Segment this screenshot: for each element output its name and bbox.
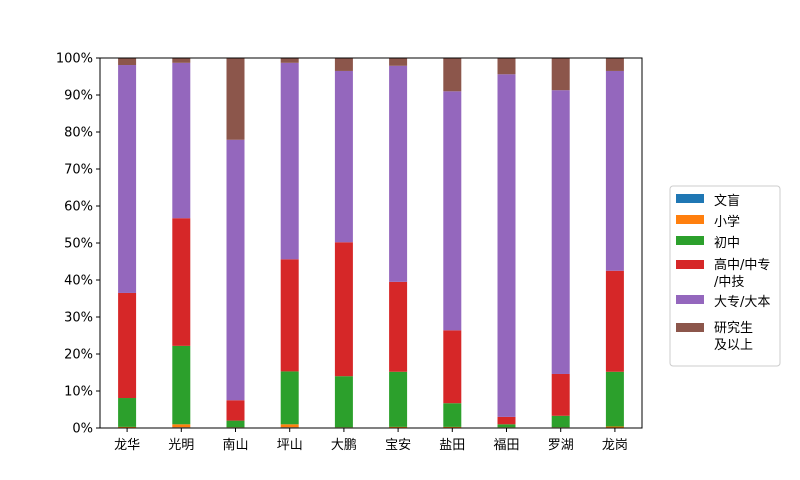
bar-segment (443, 426, 462, 428)
legend-label: /中技 (714, 275, 744, 290)
bar-segment (605, 371, 624, 427)
legend-swatch (676, 323, 704, 332)
y-tick-label: 10% (64, 385, 93, 400)
plot-area: 0% 10% 20% 30% 40% 50% 60% 70% 80% 90% 100% 龙华 光明 南山 坪… (56, 52, 643, 453)
y-tick-label: 30% (64, 311, 93, 326)
bar-segment (118, 292, 137, 399)
y-tick-label: 80% (64, 126, 93, 141)
legend-swatch (676, 295, 704, 304)
x-tick-label: 盐田 (439, 438, 465, 453)
bar-segment (389, 65, 408, 282)
bar-segment (389, 58, 408, 66)
legend-swatch (676, 194, 704, 203)
bar-segment (118, 398, 137, 427)
bar-segment (497, 58, 516, 75)
x-tick-label: 南山 (222, 437, 248, 453)
bar-segment (497, 416, 516, 425)
bar-segment (172, 62, 191, 219)
bar-segment (443, 403, 462, 427)
bar-segment (605, 70, 624, 271)
bar-segment (551, 58, 570, 91)
x-tick-label: 宝安 (385, 438, 411, 453)
bar-segment (605, 58, 624, 71)
legend-label: 小学 (714, 214, 740, 230)
legend-label: 大专/大本 (714, 295, 770, 310)
y-tick-label: 40% (64, 274, 93, 289)
bar-segment (280, 371, 299, 425)
bar-segment (280, 58, 299, 63)
bar-segment (443, 91, 462, 331)
x-tick-label: 福田 (493, 438, 519, 453)
bar-segment (172, 218, 191, 346)
x-tick-label: 坪山 (277, 438, 303, 453)
bar-segment (118, 65, 137, 293)
y-tick-label: 90% (64, 89, 93, 104)
bar-segment (389, 426, 408, 428)
legend-label: 及以上 (714, 338, 753, 353)
bar-segment (605, 426, 624, 428)
legend-swatch (676, 215, 704, 224)
legend-label: 文盲 (714, 193, 740, 209)
bar-segment (334, 242, 353, 377)
legend-box (669, 185, 781, 367)
x-tick-label: 大鹏 (331, 438, 357, 453)
bar-segment (172, 58, 191, 63)
bar-segment (389, 371, 408, 427)
bar-segment (497, 424, 516, 428)
x-tick-label: 龙岗 (602, 438, 628, 453)
bar-segment (172, 424, 191, 428)
bar-segment (334, 376, 353, 428)
bar-segment (443, 58, 462, 92)
x-tick-label: 罗湖 (548, 438, 574, 453)
bar-segment (605, 270, 624, 372)
bar-segment (497, 74, 516, 417)
bar-segment (280, 259, 299, 372)
bar-segment (172, 345, 191, 425)
bar-segment (551, 373, 570, 416)
y-tick-label: 60% (64, 200, 93, 215)
bar-segment (280, 62, 299, 260)
y-tick-label: 100% (56, 52, 93, 67)
bar-segment (226, 139, 245, 401)
x-tick-label: 光明 (168, 438, 194, 453)
bar-segment (226, 400, 245, 421)
bar-segment (118, 58, 137, 66)
bar-segment (443, 330, 462, 404)
bar-segment (280, 424, 299, 428)
x-tick-label: 龙华 (114, 438, 140, 453)
y-tick-label: 0% (72, 422, 93, 437)
y-tick-label: 70% (64, 163, 93, 178)
bar-segment (551, 415, 570, 428)
bar-segment (334, 70, 353, 243)
legend-swatch (676, 260, 704, 269)
bar-segment (118, 426, 137, 428)
legend-swatch (676, 236, 704, 245)
y-tick-label: 50% (64, 237, 93, 252)
bar-segment (226, 58, 245, 140)
bar-segment (226, 420, 245, 428)
bar-segment (334, 58, 353, 71)
bar-segment (389, 281, 408, 372)
legend-label: 初中 (714, 236, 740, 251)
legend-label: 研究生 (714, 321, 753, 336)
bar-segment (551, 90, 570, 374)
legend-label: 高中/中专 (714, 257, 770, 273)
y-tick-label: 20% (64, 348, 93, 363)
